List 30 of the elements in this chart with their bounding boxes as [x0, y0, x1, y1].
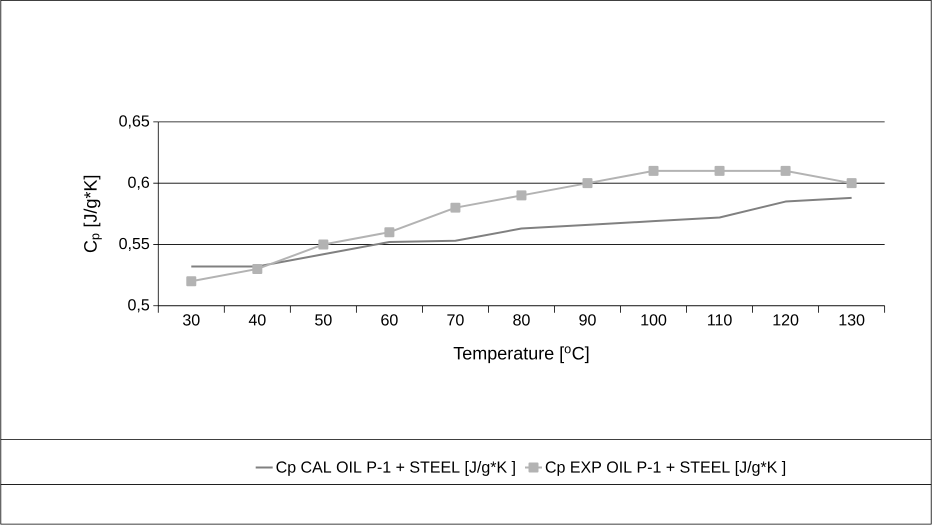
- y-tick-label: 0,55: [119, 238, 150, 252]
- point: [516, 190, 526, 201]
- x-tick-label: 100: [641, 314, 666, 326]
- x-tick-label: 90: [579, 314, 596, 326]
- y-tick-label: 0,6: [128, 176, 150, 190]
- point: [384, 227, 394, 238]
- x-tick-label: 50: [315, 314, 332, 326]
- point: [846, 178, 857, 188]
- y-tick-label: 0,65: [119, 116, 150, 129]
- legend-label: Cp EXP OIL P-1 + STEEL [J/g*K ]: [546, 461, 786, 476]
- point: [450, 202, 460, 213]
- point: [780, 166, 791, 176]
- y-tick-label: 0,5: [128, 299, 150, 313]
- y-axis-title: C$_{p}$ [J/g*K]: [84, 176, 102, 252]
- x-tick-label: 130: [840, 314, 864, 326]
- x-tick-label: 110: [708, 314, 732, 326]
- x-tick-label: 70: [447, 314, 464, 326]
- point: [186, 276, 196, 286]
- point: [714, 166, 725, 176]
- x-tick-label: 120: [773, 314, 798, 326]
- point: [252, 264, 262, 274]
- x-tick-label: 30: [183, 314, 200, 326]
- point: [582, 178, 592, 188]
- point: [648, 166, 659, 176]
- x-tick-label: 60: [381, 314, 398, 326]
- point: [318, 240, 328, 250]
- x-axis-title: Temperature [$^{o}$C]: [454, 346, 588, 364]
- x-tick-label: 40: [248, 314, 266, 326]
- legend-label: Cp CAL OIL P-1 + STEEL [J/g*K ]: [276, 461, 515, 476]
- x-tick-label: 80: [513, 314, 530, 326]
